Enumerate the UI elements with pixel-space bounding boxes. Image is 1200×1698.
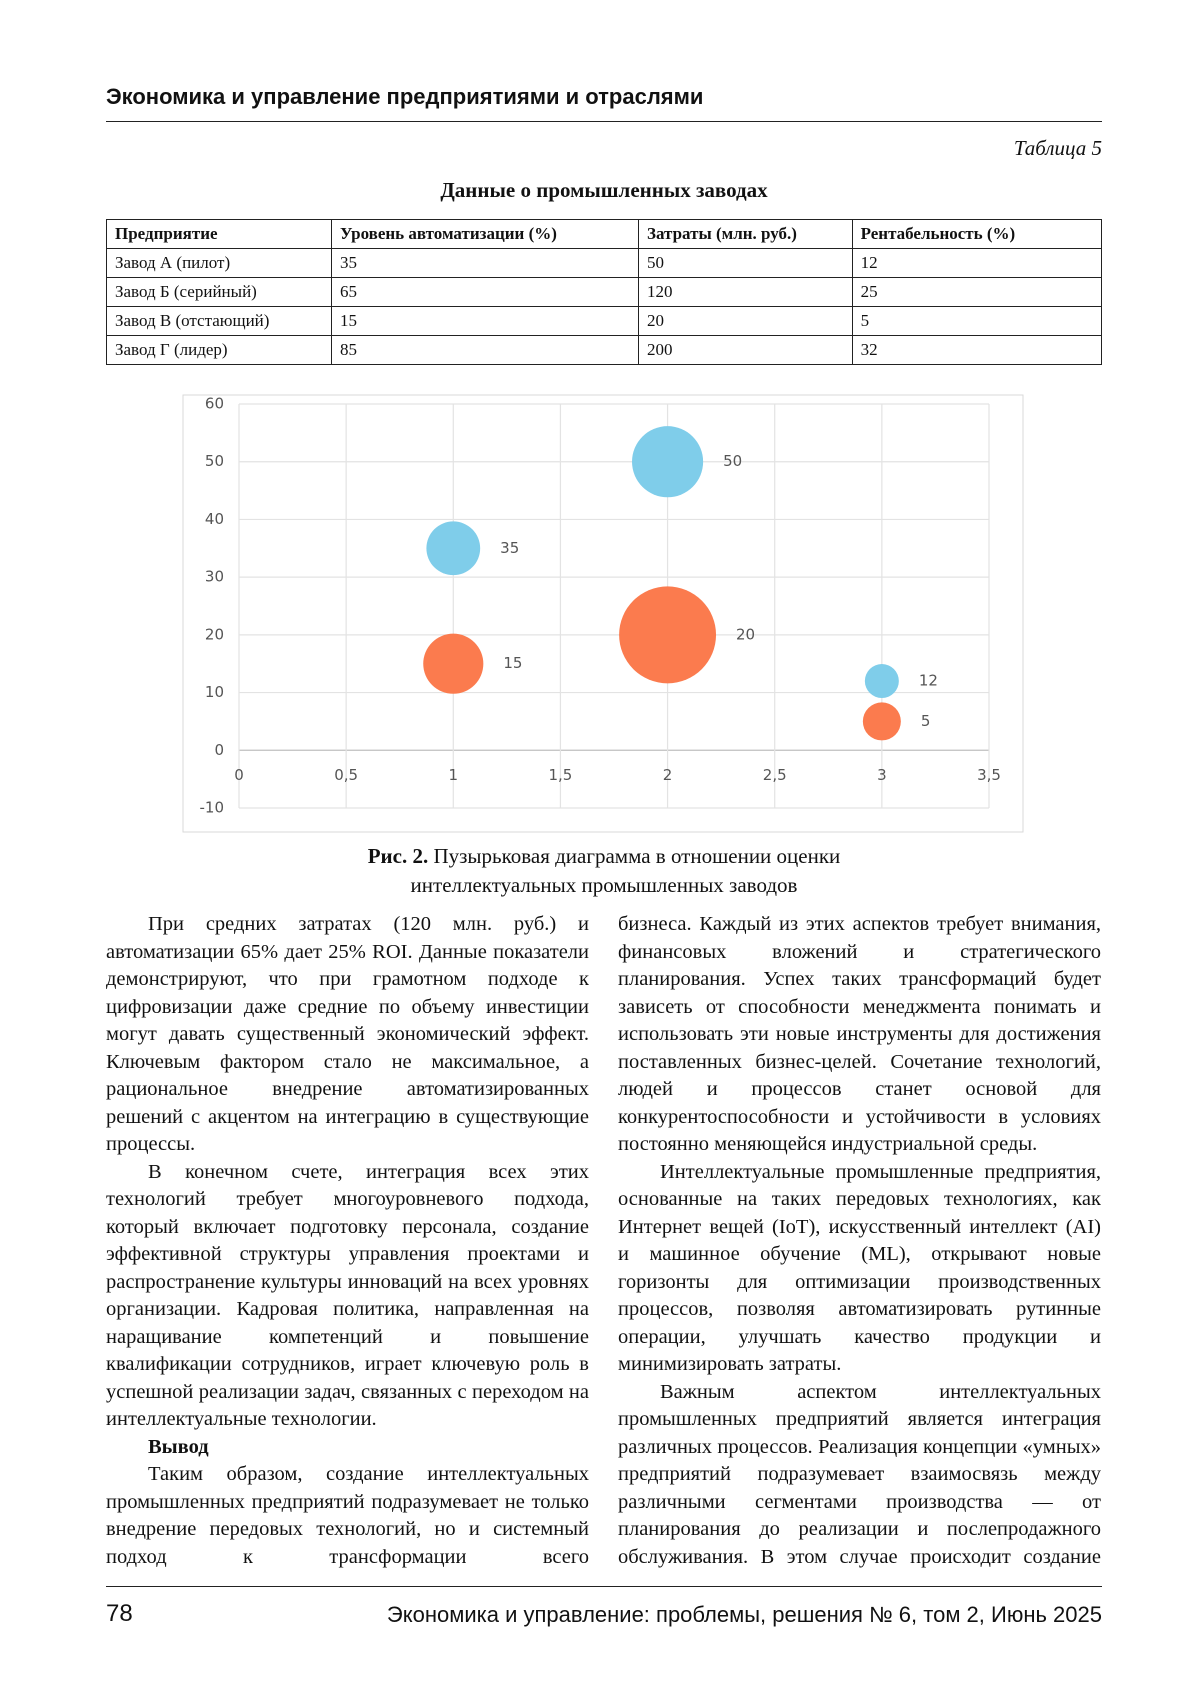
y-tick-label: -10 — [200, 799, 225, 817]
footer-rule — [106, 1586, 1102, 1587]
paragraph: Интеллектуальные промышленные предприяти… — [618, 1159, 1101, 1379]
paragraph: В конечном счете, интеграция всех этих т… — [106, 1159, 589, 1434]
paragraph: бизнеса. Каждый из этих аспектов требует… — [618, 911, 1101, 1159]
page-number: 78 — [106, 1600, 133, 1628]
x-tick-label: 1 — [449, 766, 459, 784]
data-label: 12 — [919, 672, 938, 690]
bubble — [426, 521, 480, 575]
figure-caption: Рис. 2. Пузырьковая диаграмма в отношени… — [106, 842, 1102, 900]
bubble — [865, 664, 899, 698]
journal-info: Экономика и управление: проблемы, решени… — [387, 1602, 1102, 1628]
x-tick-label: 3 — [877, 766, 887, 784]
y-tick-label: 30 — [205, 568, 224, 586]
data-label: 35 — [500, 539, 519, 557]
paragraph: При средних затратах (120 млн. руб.) и а… — [106, 911, 589, 1159]
x-tick-label: 1,5 — [548, 766, 572, 784]
x-tick-label: 0 — [234, 766, 244, 784]
caption-text: Пузырьковая диаграмма в отношении оценки… — [411, 844, 841, 897]
y-tick-label: 10 — [205, 683, 224, 701]
x-tick-label: 2 — [663, 766, 673, 784]
y-tick-label: 40 — [205, 510, 224, 528]
y-tick-label: 60 — [205, 395, 224, 413]
section-heading: Вывод — [106, 1434, 589, 1462]
right-column: бизнеса. Каждый из этих аспектов требует… — [618, 911, 1101, 1571]
left-column: При средних затратах (120 млн. руб.) и а… — [106, 911, 589, 1571]
bubble — [423, 634, 483, 694]
x-tick-label: 0,5 — [334, 766, 358, 784]
x-tick-label: 3,5 — [977, 766, 1001, 784]
paragraph: Важным аспектом интеллектуальных промышл… — [618, 1379, 1101, 1572]
y-tick-label: 20 — [205, 625, 224, 643]
chart-frame — [183, 395, 1023, 832]
bubble — [619, 586, 716, 683]
bubble — [863, 702, 901, 740]
x-tick-label: 2,5 — [763, 766, 787, 784]
paragraph: Таким образом, создание интеллектуальных… — [106, 1461, 589, 1571]
y-tick-label: 50 — [205, 452, 224, 470]
data-label: 50 — [723, 452, 742, 470]
bubble — [632, 426, 703, 497]
data-label: 20 — [736, 625, 755, 643]
data-label: 5 — [921, 712, 931, 730]
y-tick-label: 0 — [214, 741, 224, 759]
data-label: 15 — [503, 654, 522, 672]
bubble-chart: -10 0 10 20 30 40 50 60 0 0,5 1 1,5 2 2,5 3 3,5 35 50 12 15… — [0, 0, 1200, 900]
caption-box: Рис. 2. Пузырьковая диаграмма в отношени… — [304, 842, 904, 900]
caption-label: Рис. 2. — [368, 844, 429, 868]
